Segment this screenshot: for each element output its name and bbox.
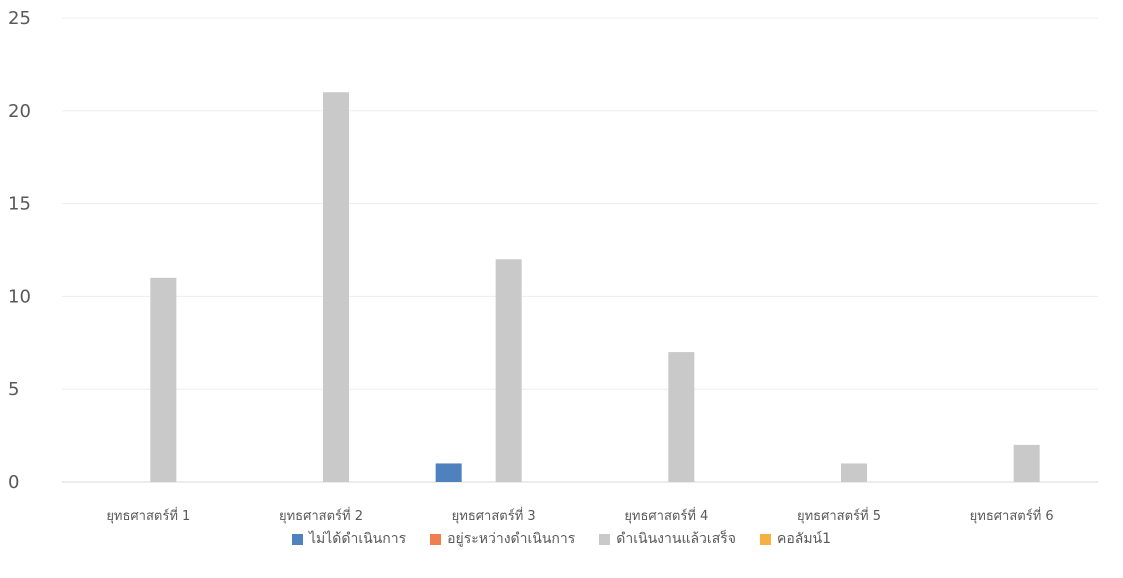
legend-swatch xyxy=(291,533,303,545)
bar xyxy=(323,92,349,483)
x-tick-label: ยุทธศาสตร์ที่ 1 xyxy=(106,507,190,524)
y-tick-label: 0 xyxy=(8,472,19,493)
y-tick-label: 10 xyxy=(8,286,31,307)
x-tick-label: ยุทธศาสตร์ที่ 4 xyxy=(624,507,708,524)
legend-label: คอลัมน์1 xyxy=(776,531,832,547)
x-tick-label: ยุทธศาสตร์ที่ 5 xyxy=(797,507,881,524)
bar xyxy=(1013,444,1040,482)
bars xyxy=(150,92,1040,483)
legend-label: ดำเนินงานแล้วเสร็จ xyxy=(616,531,736,547)
y-tick-label: 15 xyxy=(8,194,31,215)
y-axis: 0 5 10 15 20 25 xyxy=(8,8,31,493)
legend-item: ดำเนินงานแล้วเสร็จ xyxy=(599,528,736,550)
legend-label: อยู่ระหว่างดำเนินการ xyxy=(447,531,576,547)
y-tick-label: 5 xyxy=(8,379,19,400)
grid-lines xyxy=(62,17,1098,483)
legend-item: คอลัมน์1 xyxy=(759,528,832,550)
legend-swatch xyxy=(759,533,771,545)
legend-item: ไม่ได้ดำเนินการ xyxy=(291,528,407,550)
legend-item: อยู่ระหว่างดำเนินการ xyxy=(430,528,575,550)
legend-swatch xyxy=(599,533,611,545)
x-axis: ยุทธศาสตร์ที่ 1 ยุทธศาสตร์ที่ 2 ยุทธศาสตร์… xyxy=(106,507,1053,524)
legend: ไม่ได้ดำเนินการ อยู่ระหว่างดำเนินการ ดำเ… xyxy=(0,528,1123,550)
bar xyxy=(841,463,867,482)
x-tick-label: ยุทธศาสตร์ที่ 3 xyxy=(452,507,536,524)
bar xyxy=(435,463,462,482)
legend-label: ไม่ได้ดำเนินการ xyxy=(308,531,407,547)
bar xyxy=(150,277,177,482)
legend-swatch xyxy=(430,533,442,545)
y-tick-label: 25 xyxy=(8,8,31,29)
bar xyxy=(495,259,522,482)
x-tick-label: ยุทธศาสตร์ที่ 6 xyxy=(970,507,1054,524)
bar xyxy=(668,352,695,482)
x-tick-label: ยุทธศาสตร์ที่ 2 xyxy=(279,507,363,524)
y-tick-label: 20 xyxy=(8,101,31,122)
